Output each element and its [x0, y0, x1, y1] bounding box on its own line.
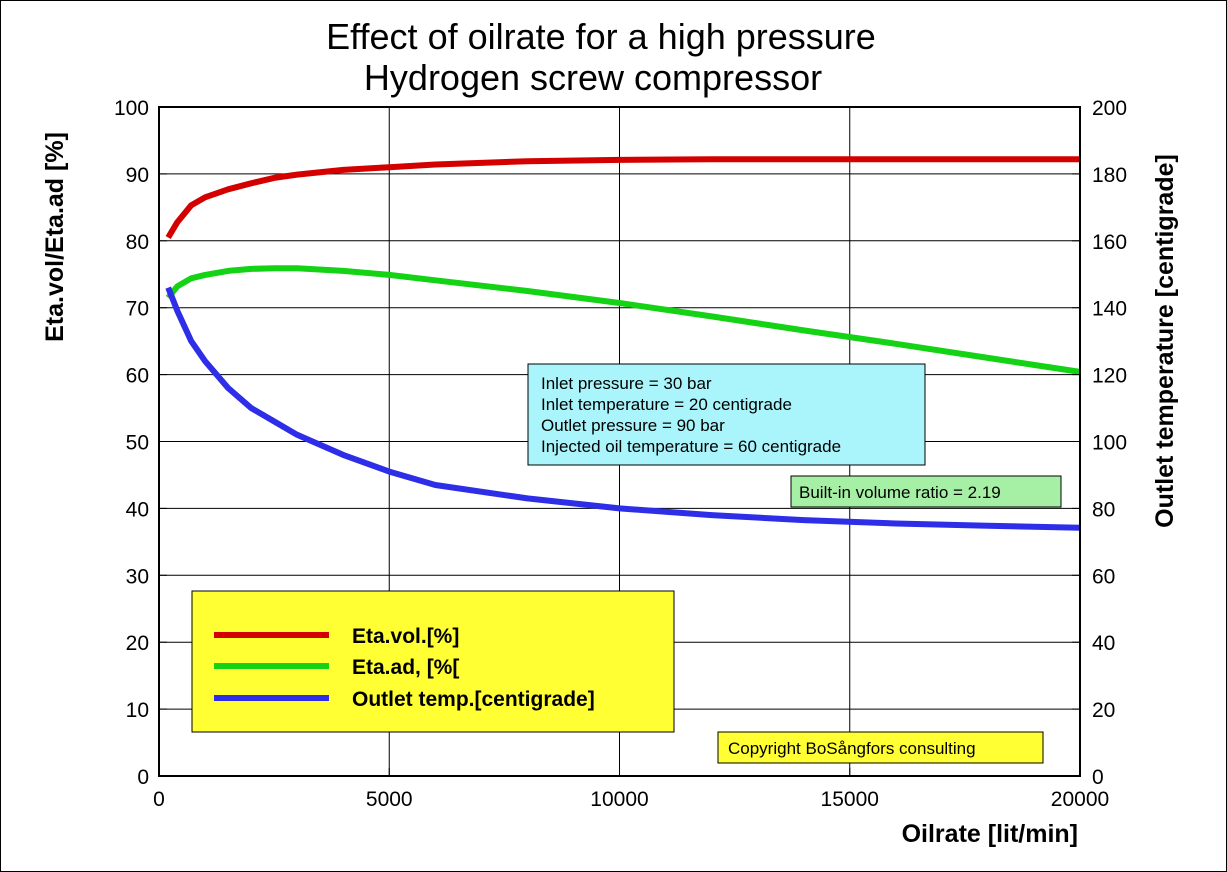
series-line-eta-ad	[165, 265, 1081, 375]
condition-outlet-pressure: Outlet pressure = 90 bar	[541, 416, 725, 435]
condition-inlet-temperature: Inlet temperature = 20 centigrade	[541, 395, 792, 414]
x-tick-label: 10000	[590, 788, 648, 811]
y2-tick-label: 200	[1092, 97, 1127, 120]
y2-tick-label: 140	[1092, 298, 1127, 321]
conditions-box	[527, 363, 926, 466]
legend-label-outlet-temp: Outlet temp.[centigrade]	[352, 688, 595, 711]
x-tick-label: 15000	[821, 788, 879, 811]
y2-tick-label: 80	[1092, 498, 1115, 521]
legend-label-eta-ad: Eta.ad, [%[	[352, 656, 459, 679]
y-tick-label: 40	[126, 498, 149, 521]
copyright-box	[717, 731, 1044, 764]
volume-ratio-box	[790, 475, 1062, 508]
y2-axis-ticks: 0 20 40 60 80 100 120 140 160 180 200	[1072, 97, 1127, 789]
condition-oil-temperature: Injected oil temperature = 60 centigrade	[541, 437, 841, 456]
y2-axis-label: Outlet temperature [centigrade]	[1151, 154, 1179, 528]
y-tick-label: 20	[126, 632, 149, 655]
chart-title-line-1: Effect of oilrate for a high pressure	[326, 16, 876, 57]
series-line-outlet-temp	[165, 286, 1081, 531]
volume-ratio-text: Built-in volume ratio = 2.19	[799, 483, 1001, 502]
legend	[191, 590, 675, 733]
y2-tick-label: 160	[1092, 231, 1127, 254]
x-tick-label: 5000	[366, 788, 413, 811]
x-axis-ticks: 0 5000 10000 15000 20000	[153, 768, 1109, 811]
x-tick-label: 20000	[1051, 788, 1109, 811]
y-axis-label: Eta.vol/Eta.ad [%]	[41, 132, 69, 342]
chart-title-line-2: Hydrogen screw compressor	[364, 57, 822, 98]
y2-tick-label: 0	[1092, 766, 1104, 789]
y2-tick-label: 60	[1092, 565, 1115, 588]
copyright-text: Copyright BoSångfors consulting	[728, 739, 976, 758]
series-line-eta-vol	[165, 156, 1080, 240]
x-tick-label: 0	[153, 788, 165, 811]
y-tick-label: 80	[126, 231, 149, 254]
y2-tick-label: 120	[1092, 365, 1127, 388]
y-tick-label: 30	[126, 565, 149, 588]
x-axis-label: Oilrate [lit/min]	[902, 820, 1078, 848]
y2-tick-label: 180	[1092, 164, 1127, 187]
y2-tick-label: 20	[1092, 699, 1115, 722]
y-tick-label: 50	[126, 432, 149, 455]
series-layer	[165, 156, 1081, 531]
y-tick-label: 100	[114, 97, 149, 120]
y2-tick-label: 40	[1092, 632, 1115, 655]
legend-label-eta-vol: Eta.vol.[%]	[352, 625, 459, 648]
y2-tick-label: 100	[1092, 432, 1127, 455]
y-tick-label: 60	[126, 365, 149, 388]
y-tick-label: 0	[137, 766, 149, 789]
y-tick-label: 70	[126, 298, 149, 321]
y-tick-label: 90	[126, 164, 149, 187]
y-axis-ticks: 0 10 20 30 40 50 60 70 80 90 100	[114, 97, 167, 789]
condition-inlet-pressure: Inlet pressure = 30 bar	[541, 374, 712, 393]
y-tick-label: 10	[126, 699, 149, 722]
